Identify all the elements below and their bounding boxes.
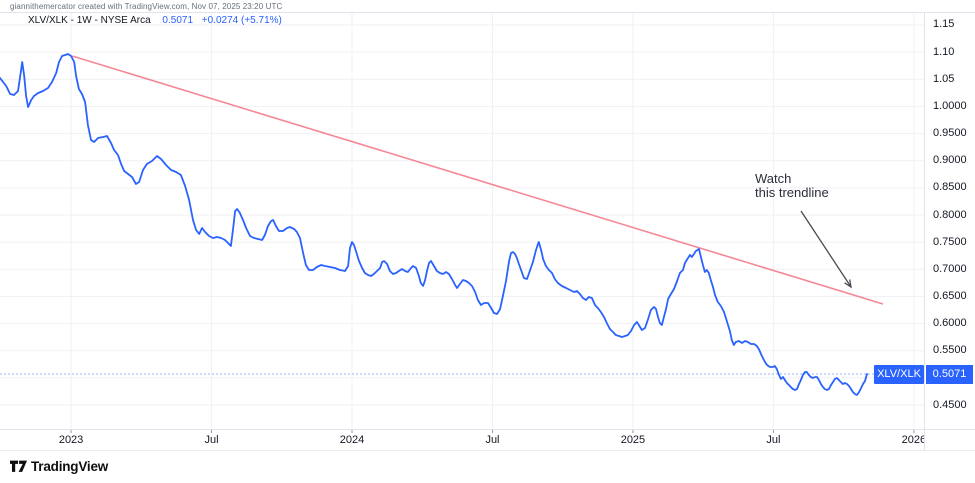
price-axis-label: 0.7500: [933, 235, 967, 248]
annotation-line-1: Watch: [755, 171, 792, 186]
tradingview-logo-icon: [10, 460, 27, 472]
time-axis-label: Jul: [485, 434, 500, 446]
price-axis-label: 0.6000: [933, 317, 967, 330]
legend-symbol-title: XLV/XLK - 1W - NYSE Arca: [28, 15, 151, 26]
price-axis-label: 0.4500: [933, 398, 967, 411]
legend-price-change: +0.0274 (+5.71%): [201, 15, 282, 26]
time-axis-label: Jul: [766, 434, 781, 446]
price-axis-label: 1.15: [933, 18, 955, 31]
footer-bar: TradingView: [0, 450, 975, 483]
annotation-arrow-head: [844, 279, 852, 289]
time-axis[interactable]: 2023 Jul 2024 Jul 2025 Jul 2026: [0, 429, 924, 450]
price-axis-label: 0.9500: [933, 127, 967, 140]
price-axis-label: 0.7000: [933, 262, 967, 275]
price-axis[interactable]: 1.15 1.10 1.05 1.0000 0.9500 0.9000 0.8500 0.80…: [925, 13, 975, 429]
legend-last-price: 0.5071: [162, 15, 194, 26]
tradingview-brand-link[interactable]: TradingView: [10, 459, 108, 474]
tradingview-brand-text: TradingView: [31, 459, 109, 474]
symbol-legend: XLV/XLK - 1W - NYSE Arca 0.5071 +0.0274 …: [28, 15, 282, 27]
price-series-line: [0, 53, 868, 396]
price-axis-label: 0.6500: [933, 289, 967, 302]
trendline-annotation-text: Watch this trendline: [755, 172, 829, 200]
price-axis-label: 0.9000: [933, 154, 967, 167]
trendline-drawing[interactable]: [71, 55, 884, 305]
time-axis-label: 2023: [58, 434, 84, 446]
price-axis-label: 1.0000: [933, 99, 967, 112]
attribution-text: giannithemercator created with TradingVi…: [10, 2, 283, 11]
price-axis-label: 1.10: [933, 45, 955, 58]
price-axis-value-badge: 0.5071: [926, 364, 973, 384]
time-axis-label: 2025: [620, 434, 646, 446]
price-axis-label: 0.5500: [933, 344, 967, 357]
price-axis-label: 0.8000: [933, 208, 967, 221]
annotation-line-2: this trendline: [755, 185, 829, 200]
price-axis-label: 0.8500: [933, 181, 967, 194]
time-axis-label: 2026: [901, 434, 924, 446]
price-axis-label: 1.05: [933, 72, 955, 85]
annotation-arrow: [800, 210, 852, 288]
time-axis-label: Jul: [204, 434, 219, 446]
time-axis-label: 2024: [339, 434, 365, 446]
price-line-symbol-badge: XLV/XLK: [874, 364, 924, 384]
